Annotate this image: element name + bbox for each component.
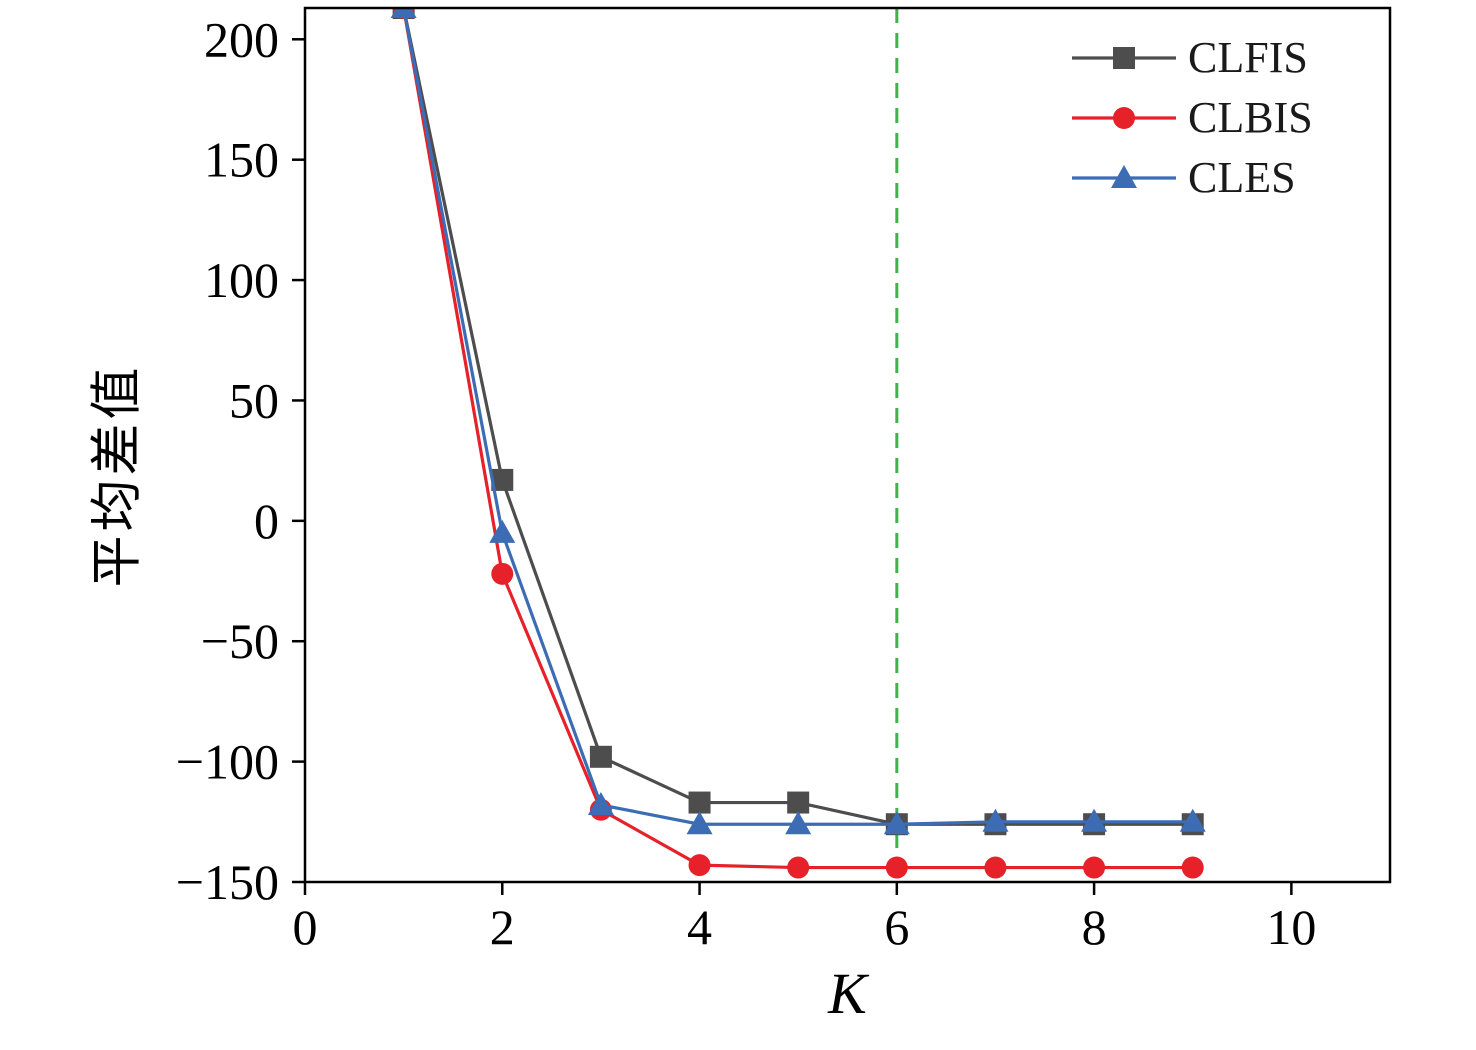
y-tick-label: 0 xyxy=(254,493,279,549)
y-tick-label: 200 xyxy=(204,11,279,67)
legend-item-clfis: CLFIS xyxy=(1072,36,1313,80)
y-tick-label: 150 xyxy=(204,132,279,188)
y-tick-label: −150 xyxy=(176,854,279,910)
legend-item-clbis: CLBIS xyxy=(1072,96,1313,140)
x-tick-label: 0 xyxy=(293,899,318,955)
y-tick-label: 50 xyxy=(229,372,279,428)
legend: CLFIS CLBIS CLES xyxy=(1072,36,1313,200)
x-tick-label: 8 xyxy=(1082,899,1107,955)
x-tick-label: 10 xyxy=(1266,899,1316,955)
legend-label: CLBIS xyxy=(1188,93,1313,142)
series-cles xyxy=(390,7,1206,835)
legend-label: CLES xyxy=(1188,153,1296,202)
legend-marker-triangle xyxy=(1072,165,1176,188)
legend-marker-circle xyxy=(1072,107,1176,129)
legend-item-cles: CLES xyxy=(1072,156,1313,200)
x-tick-label: 4 xyxy=(687,899,712,955)
y-axis-label: 平均差值 xyxy=(87,363,148,588)
y-tick-label: 100 xyxy=(204,252,279,308)
x-tick-label: 6 xyxy=(884,899,909,955)
legend-label: CLFIS xyxy=(1188,33,1308,82)
y-tick-label: −50 xyxy=(201,613,279,669)
x-axis-label: K xyxy=(828,961,867,1026)
y-tick-label: −100 xyxy=(176,734,279,790)
legend-marker-square xyxy=(1072,47,1176,69)
x-tick-label: 2 xyxy=(490,899,515,955)
plot-frame xyxy=(303,6,1392,884)
